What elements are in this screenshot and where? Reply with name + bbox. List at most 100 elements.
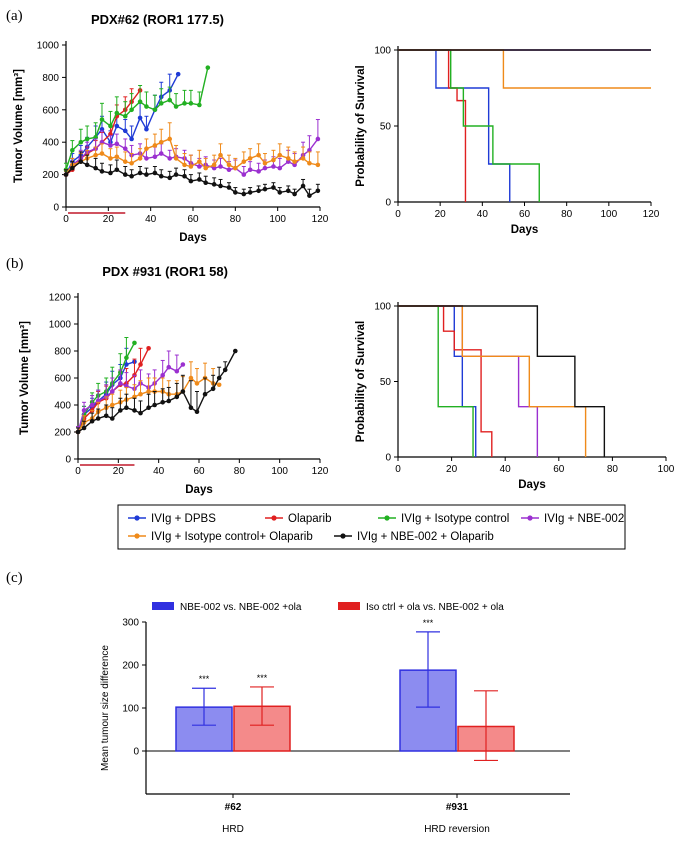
data-point [285,156,291,161]
series-ivig-isotype-control-olaparib [63,122,321,177]
data-point [285,188,291,194]
x-tick-label: 40 [500,464,512,475]
data-point [81,408,87,413]
data-point [307,160,312,166]
data-point [174,368,180,374]
data-point [292,162,297,168]
data-point [197,102,202,108]
data-point [188,101,194,106]
data-point [188,405,194,411]
y-tick-label: 1000 [49,320,72,331]
y-tick-label: 300 [122,618,139,629]
data-point [292,191,297,197]
data-point [114,167,120,173]
data-point [95,416,101,421]
legend-swatch-marker [527,515,533,521]
data-point [247,156,253,161]
legend-swatch-marker [271,515,277,521]
data-point [152,154,158,160]
y-axis-title: Mean tumour size difference [100,645,111,771]
x-tick-label: 120 [643,209,660,220]
chart-title: PDX #931 (ROR1 58) [102,264,228,279]
data-point [138,410,143,416]
significance-label: *** [199,674,210,684]
data-point [99,151,105,156]
data-point [70,148,75,153]
data-point [158,101,164,106]
data-point [174,394,180,400]
data-point [114,141,120,147]
data-point [124,362,129,367]
data-point [300,156,306,161]
data-point [152,402,157,408]
legend-label: IVIg + NBE-002 + Olaparib [357,531,494,543]
x-tick-label: 40 [153,466,165,477]
data-point [138,362,143,367]
data-point [144,126,149,132]
x-tick-label: 40 [145,214,157,225]
data-point [84,162,90,168]
chart-a-survival: 0 20 40 60 80 100 120 0 50 100 Days Probability of … [355,46,660,237]
x-tick-label: 20 [435,209,447,220]
legend-label: Olaparib [288,513,331,525]
panel-label-b: (b) [6,256,24,272]
data-point [202,391,208,397]
data-point [277,152,283,158]
data-point [197,159,202,164]
y-tick-label: 1000 [37,41,60,52]
data-point [262,160,268,166]
legend-label: IVIg + Isotype control [401,513,509,525]
data-point [144,172,149,177]
y-tick-label: 200 [122,661,139,672]
series-line [65,73,179,175]
y-tick-label: 400 [42,138,59,149]
data-point [124,405,129,411]
data-point [158,139,164,145]
group-label: HRD reversion [424,824,490,835]
data-point [160,373,165,378]
data-point [262,165,268,171]
series-ivig-nbe-002-olaparib [75,348,238,435]
data-point [146,405,151,411]
data-point [247,167,253,173]
group-label: HRD [222,824,244,835]
data-point [211,162,217,168]
data-point [114,110,120,116]
x-tick-label: 0 [395,209,401,220]
data-point [108,170,113,176]
x-tick-label: 100 [269,214,286,225]
data-point [129,136,134,142]
series-ivig-nbe-002-olaparib [63,151,321,198]
data-point [218,152,223,158]
legend-swatch-marker [134,515,140,521]
data-point [315,188,321,194]
panel-label-a: (a) [6,8,23,24]
data-point [180,389,186,394]
y-axis-title: Probability of Survival [355,321,367,442]
data-point [132,408,137,413]
significance-label: *** [423,618,434,628]
data-point [203,180,208,185]
data-point [233,348,238,354]
x-tick-label: 60 [553,464,565,475]
y-tick-label: 200 [54,428,71,439]
y-tick-label: 800 [42,73,59,84]
data-point [99,117,105,122]
data-point [78,139,84,145]
data-point [218,183,223,189]
data-point [271,185,276,190]
data-point [182,173,187,179]
data-point [122,128,128,134]
data-point [241,191,247,197]
y-tick-label: 100 [122,704,139,715]
bar-legend-label: NBE-002 vs. NBE-002 +ola [180,602,302,613]
x-tick-label: 80 [561,209,573,220]
data-point [70,165,75,171]
data-point [122,146,128,151]
data-point [307,193,312,198]
x-tick-label: 60 [193,466,205,477]
x-tick-label: 0 [75,466,81,477]
x-tick-label: 60 [519,209,531,220]
bar-legend-label: Iso ctrl + ola vs. NBE-002 + ola [366,602,504,613]
x-tick-label: 20 [103,214,115,225]
